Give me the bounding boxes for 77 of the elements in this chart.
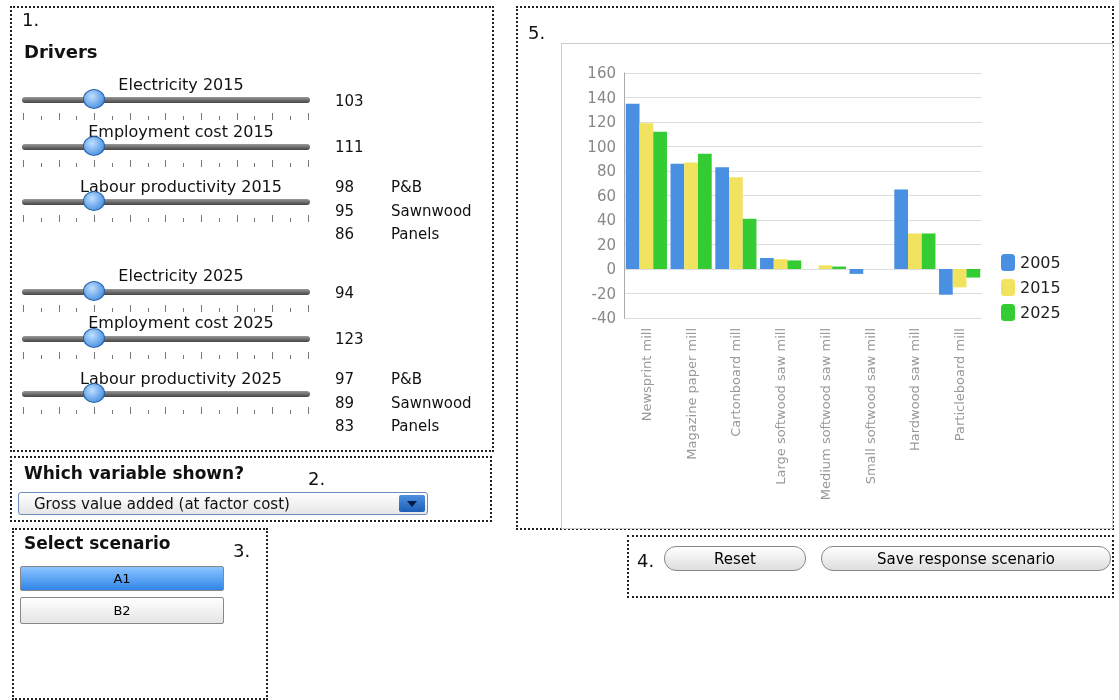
text: Labour productivity 2025	[80, 369, 282, 388]
legend-label: 2025	[1020, 303, 1061, 322]
text: 4.	[637, 550, 655, 571]
bar	[684, 162, 698, 269]
text: Labour productivity 2015	[80, 177, 282, 196]
bar	[966, 269, 981, 278]
y-tick-label: 120	[587, 113, 616, 131]
text: Sawnwood	[391, 201, 472, 220]
text: Select scenario	[24, 532, 171, 553]
bar	[818, 265, 833, 269]
bar	[894, 189, 909, 269]
bar	[908, 233, 922, 269]
bar	[760, 257, 774, 269]
text: Drivers	[24, 41, 98, 62]
text: Electricity 2015	[118, 75, 244, 94]
bar	[729, 177, 743, 269]
text: Reset	[664, 546, 806, 571]
bar	[639, 123, 654, 269]
y-tick-label: 80	[596, 162, 616, 180]
bar	[715, 167, 730, 269]
y-tick-label: -40	[591, 309, 616, 327]
text: 94	[335, 283, 355, 302]
text: Panels	[391, 416, 440, 435]
text: Employment cost 2015	[88, 122, 274, 141]
text: Save response scenario	[821, 546, 1111, 571]
y-tick-label: 20	[596, 235, 616, 254]
text: P&B	[391, 369, 423, 388]
legend-label: 2015	[1020, 278, 1061, 297]
x-tick-label: Large softwood saw mill	[773, 328, 789, 485]
y-tick-label: 100	[587, 137, 616, 156]
text: Gross value added (at factor cost)	[34, 494, 290, 513]
text: 2.	[308, 468, 326, 489]
x-tick-label: Newsprint mill	[638, 328, 654, 422]
text: 111	[335, 137, 364, 156]
y-tick-label: 160	[587, 64, 616, 82]
text: 86	[335, 224, 355, 243]
bar	[773, 259, 788, 269]
y-tick-label: 0	[606, 260, 616, 278]
bar	[849, 269, 864, 274]
text: A1	[20, 566, 224, 591]
bar	[952, 269, 967, 288]
bar	[742, 218, 757, 269]
bar	[787, 260, 802, 269]
text: P&B	[391, 177, 423, 196]
y-tick-label: 60	[596, 186, 616, 205]
text: B2	[20, 597, 224, 624]
text: Sawnwood	[391, 393, 472, 412]
bar	[625, 103, 640, 269]
x-tick-label: Hardwood saw mill	[907, 328, 923, 452]
text: 103	[335, 91, 364, 110]
text: 123	[335, 329, 364, 348]
x-tick-label: Cartonboard mill	[728, 328, 744, 437]
y-tick-label: 140	[587, 88, 616, 107]
x-tick-label: Particleboard mill	[952, 328, 968, 442]
text: 97	[335, 369, 355, 388]
text: Panels	[391, 224, 440, 243]
bar	[653, 131, 667, 269]
x-tick-label: Medium softwood saw mill	[817, 328, 833, 501]
bar	[939, 269, 953, 295]
y-tick-label: -20	[591, 284, 616, 303]
text: 3.	[233, 540, 251, 561]
text: 98	[335, 177, 355, 196]
y-tick-label: 40	[596, 211, 616, 229]
x-tick-label: Magazine paper mill	[683, 328, 699, 460]
bar	[921, 233, 936, 269]
text: 5.	[528, 22, 546, 43]
x-tick-label: Small softwood saw mill	[862, 328, 878, 485]
text: Which variable shown?	[24, 462, 245, 483]
legend-label: 2005	[1020, 253, 1061, 272]
bar	[670, 163, 685, 269]
text: 95	[335, 201, 355, 220]
text: 83	[335, 416, 355, 435]
text: 89	[335, 393, 355, 412]
text: Employment cost 2025	[88, 313, 274, 332]
text: 1.	[22, 9, 40, 30]
text: Electricity 2025	[118, 266, 244, 285]
bar	[697, 153, 712, 269]
